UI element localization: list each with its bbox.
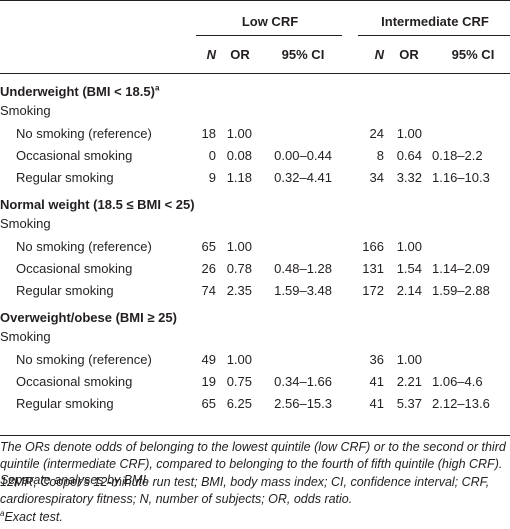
cell-int-or: 1.00 xyxy=(396,239,422,254)
cell-int-ci: 1.14–2.09 xyxy=(432,261,490,276)
cell-low-n: 49 xyxy=(201,352,216,367)
cell-low-n: 0 xyxy=(208,148,216,163)
cell-low-ci: 0.48–1.28 xyxy=(274,261,332,276)
cell-int-n: 131 xyxy=(362,261,384,276)
cell-int-or: 1.54 xyxy=(396,261,422,276)
section-subheading: Smoking xyxy=(0,216,51,231)
col-header-int-ci: 95% CI xyxy=(451,47,495,62)
cell-low-or: 0.08 xyxy=(226,148,252,163)
cell-low-or: 1.18 xyxy=(226,170,252,185)
cell-int-ci: 0.18–2.2 xyxy=(432,148,483,163)
row-label-regular-smoking: Regular smoking xyxy=(16,170,114,185)
cell-low-ci: 1.59–3.48 xyxy=(274,283,332,298)
row-label-regular-smoking: Regular smoking xyxy=(16,396,114,411)
cell-low-ci: 0.34–1.66 xyxy=(274,374,332,389)
cell-int-or: 3.32 xyxy=(396,170,422,185)
footnote-exact-test-marker: a xyxy=(0,508,5,518)
row-label-occasional-smoking: Occasional smoking xyxy=(16,261,133,276)
footnote-exact-test: aExact test. xyxy=(0,509,506,526)
cell-low-ci: 0.32–4.41 xyxy=(274,170,332,185)
cell-int-ci: 2.12–13.6 xyxy=(432,396,490,411)
cell-int-n: 34 xyxy=(369,170,384,185)
cell-low-n: 18 xyxy=(201,126,216,141)
cell-low-n: 9 xyxy=(208,170,216,185)
cell-int-n: 8 xyxy=(376,148,384,163)
footnote-exact-test-text: Exact test. xyxy=(4,510,63,524)
cell-int-n: 36 xyxy=(369,352,384,367)
row-label-occasional-smoking: Occasional smoking xyxy=(16,148,133,163)
section-subheading: Smoking xyxy=(0,103,51,118)
section-title-text: Underweight (BMI < 18.5) xyxy=(0,84,155,99)
cell-int-n: 41 xyxy=(369,374,384,389)
cell-low-n: 74 xyxy=(201,283,216,298)
col-header-low-or: OR xyxy=(230,47,250,62)
row-label-no-smoking: No smoking (reference) xyxy=(16,239,152,254)
section-title-footnote-marker: a xyxy=(154,83,160,93)
cell-int-n: 41 xyxy=(369,396,384,411)
cell-low-n: 65 xyxy=(201,396,216,411)
cell-int-or: 1.00 xyxy=(396,352,422,367)
cell-int-n: 24 xyxy=(369,126,384,141)
cell-low-or: 1.00 xyxy=(226,126,252,141)
cell-int-ci: 1.06–4.6 xyxy=(432,374,483,389)
row-label-no-smoking: No smoking (reference) xyxy=(16,126,152,141)
table-bottom-rule xyxy=(0,435,510,436)
cell-int-or: 0.64 xyxy=(396,148,422,163)
cell-int-n: 172 xyxy=(362,283,384,298)
footnote-abbreviations: 12MR, Cooper's 12-minute run test; BMI, … xyxy=(0,475,490,506)
cell-low-ci: 2.56–15.3 xyxy=(274,396,332,411)
cell-low-n: 26 xyxy=(201,261,216,276)
col-header-low-n: N xyxy=(206,47,216,62)
cell-low-n: 19 xyxy=(201,374,216,389)
cell-int-ci: 1.16–10.3 xyxy=(432,170,490,185)
group-underline-low xyxy=(196,35,342,36)
cell-low-or: 6.25 xyxy=(226,396,252,411)
group-underline-intermediate xyxy=(358,35,510,36)
table-top-rule xyxy=(0,0,510,1)
section-title: Normal weight (18.5 ≤ BMI < 25) xyxy=(0,197,330,213)
cell-int-or: 1.00 xyxy=(396,126,422,141)
cell-low-or: 1.00 xyxy=(226,352,252,367)
col-header-int-or: OR xyxy=(399,47,419,62)
cell-low-or: 2.35 xyxy=(226,283,252,298)
row-label-regular-smoking: Regular smoking xyxy=(16,283,114,298)
group-header-intermediate-crf: Intermediate CRF xyxy=(381,14,489,29)
cell-int-or: 2.14 xyxy=(396,283,422,298)
group-header-low-crf: Low CRF xyxy=(241,14,299,29)
section-title: Underweight (BMI < 18.5)a xyxy=(0,84,330,100)
col-header-low-ci: 95% CI xyxy=(281,47,325,62)
cell-low-or: 0.78 xyxy=(226,261,252,276)
cell-int-ci: 1.59–2.88 xyxy=(432,283,490,298)
section-subheading: Smoking xyxy=(0,329,51,344)
col-header-int-n: N xyxy=(374,47,384,62)
header-bottom-rule xyxy=(0,73,510,74)
cell-int-or: 5.37 xyxy=(396,396,422,411)
section-title-text: Normal weight (18.5 ≤ BMI < 25) xyxy=(0,197,195,212)
section-title: Overweight/obese (BMI ≥ 25) xyxy=(0,310,330,326)
section-title-text: Overweight/obese (BMI ≥ 25) xyxy=(0,310,177,325)
cell-low-or: 0.75 xyxy=(226,374,252,389)
footnote-odds-ratio-definition: The ORs denote odds of belonging to the … xyxy=(0,440,506,487)
cell-low-ci: 0.00–0.44 xyxy=(274,148,332,163)
cell-int-or: 2.21 xyxy=(396,374,422,389)
cell-low-n: 65 xyxy=(201,239,216,254)
cell-int-n: 166 xyxy=(362,239,384,254)
cell-low-or: 1.00 xyxy=(226,239,252,254)
row-label-occasional-smoking: Occasional smoking xyxy=(16,374,133,389)
row-label-no-smoking: No smoking (reference) xyxy=(16,352,152,367)
